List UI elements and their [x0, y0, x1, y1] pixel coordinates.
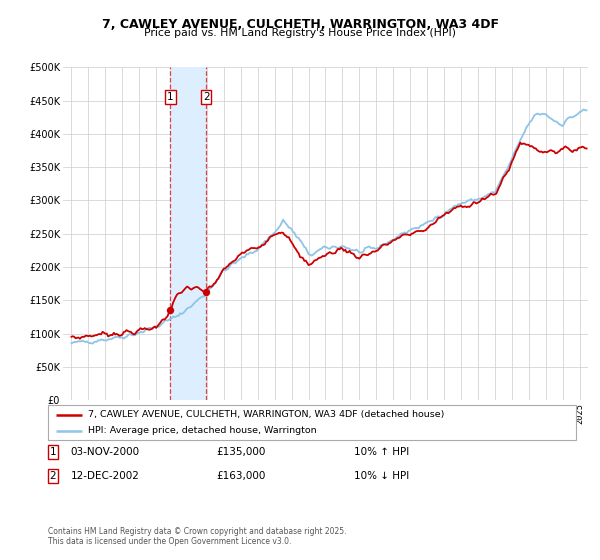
Text: 7, CAWLEY AVENUE, CULCHETH, WARRINGTON, WA3 4DF: 7, CAWLEY AVENUE, CULCHETH, WARRINGTON, …: [101, 18, 499, 31]
Text: Contains HM Land Registry data © Crown copyright and database right 2025.
This d: Contains HM Land Registry data © Crown c…: [48, 526, 347, 546]
Text: £163,000: £163,000: [216, 471, 265, 481]
Point: [202, 287, 211, 296]
Text: 2: 2: [203, 92, 209, 102]
Text: 1: 1: [167, 92, 173, 102]
Text: 7, CAWLEY AVENUE, CULCHETH, WARRINGTON, WA3 4DF (detached house): 7, CAWLEY AVENUE, CULCHETH, WARRINGTON, …: [88, 410, 444, 419]
Text: 03-NOV-2000: 03-NOV-2000: [71, 447, 140, 457]
Text: 1: 1: [49, 447, 56, 457]
Text: HPI: Average price, detached house, Warrington: HPI: Average price, detached house, Warr…: [88, 426, 316, 436]
Text: 10% ↑ HPI: 10% ↑ HPI: [354, 447, 409, 457]
Point: [166, 306, 175, 315]
Bar: [170, 67, 206, 400]
Text: £135,000: £135,000: [216, 447, 265, 457]
Text: 10% ↓ HPI: 10% ↓ HPI: [354, 471, 409, 481]
FancyBboxPatch shape: [48, 405, 576, 440]
Text: Price paid vs. HM Land Registry's House Price Index (HPI): Price paid vs. HM Land Registry's House …: [144, 28, 456, 38]
Text: 12-DEC-2002: 12-DEC-2002: [71, 471, 140, 481]
Text: 2: 2: [49, 471, 56, 481]
